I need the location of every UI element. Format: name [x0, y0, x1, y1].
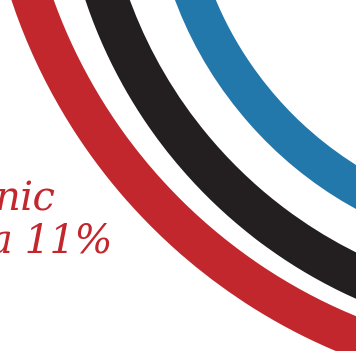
black-arc — [85, 0, 356, 299]
caption-text: nic a 11% — [0, 176, 112, 262]
red-arc — [11, 0, 356, 351]
caption-line-2: a 11% — [0, 217, 112, 263]
blue-arc — [174, 0, 356, 209]
caption-line-1: nic — [0, 174, 55, 220]
